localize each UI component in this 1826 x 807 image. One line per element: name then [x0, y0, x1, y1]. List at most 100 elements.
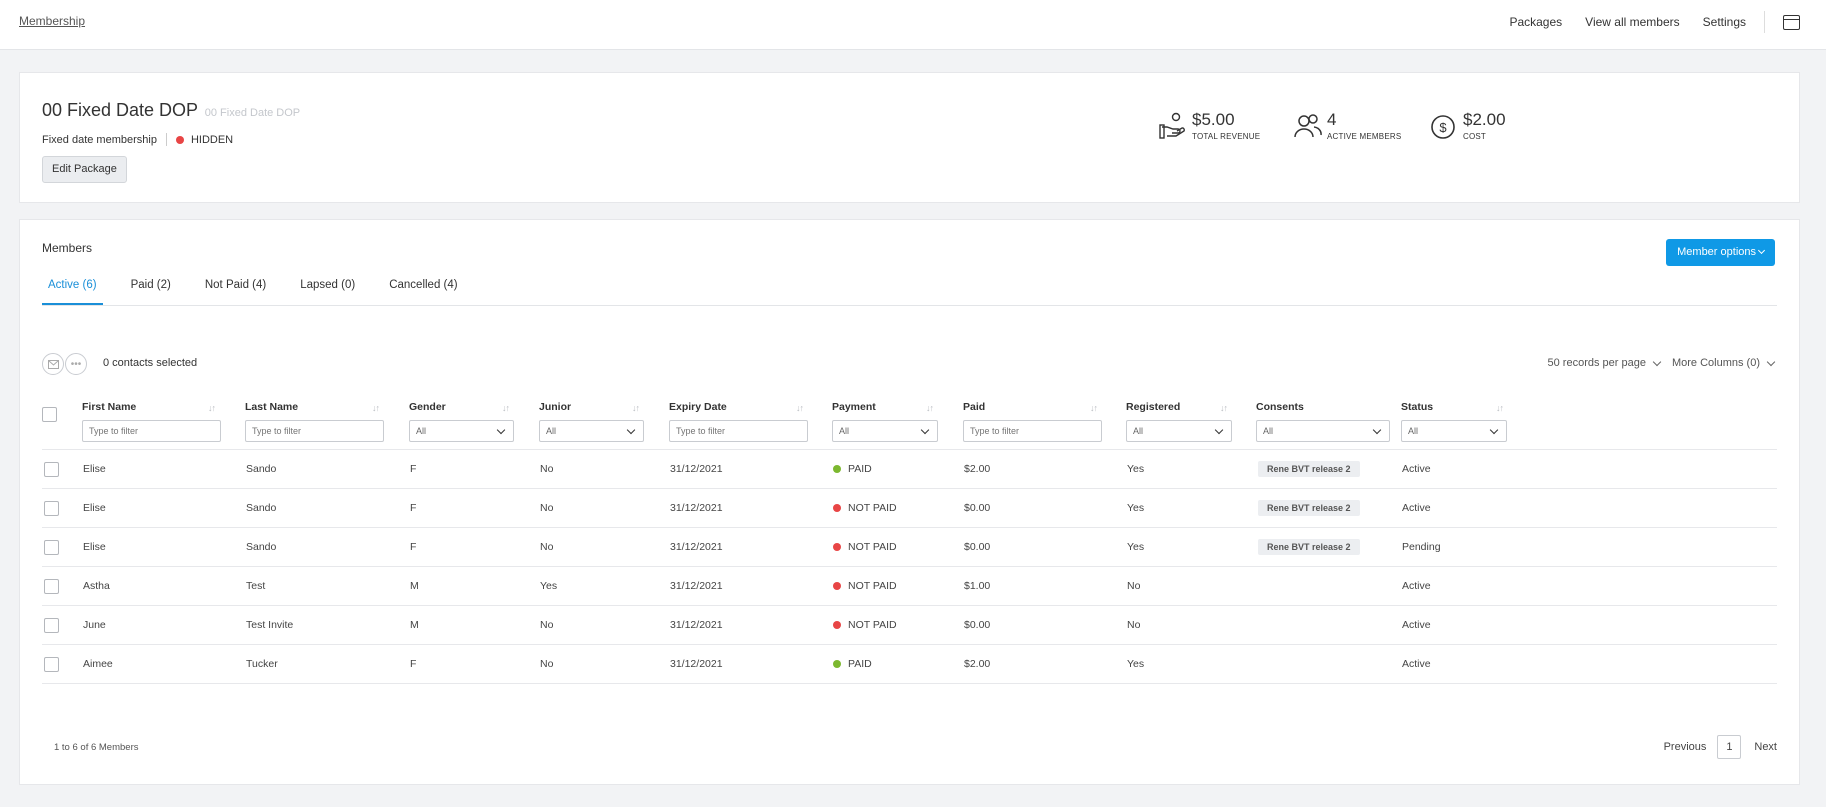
pagination: Previous 1 Next [1664, 735, 1777, 759]
cell-first-name: June [83, 618, 106, 631]
row-divider [42, 488, 1777, 489]
payment-status-dot [833, 620, 841, 629]
window-icon[interactable] [1783, 14, 1800, 30]
sort-icon[interactable]: ↓↑ [632, 403, 640, 413]
cell-first-name: Elise [83, 462, 106, 475]
member-options-button[interactable]: Member options [1666, 239, 1775, 266]
select-all-checkbox[interactable] [42, 407, 57, 422]
cell-payment: NOT PAID [833, 502, 897, 514]
col-payment[interactable]: Payment [832, 401, 876, 413]
email-selected-button[interactable] [42, 353, 64, 375]
tab-active[interactable]: Active (6) [42, 269, 103, 305]
members-title: Members [42, 241, 93, 255]
cell-paid: $1.00 [964, 579, 991, 592]
cell-last-name: Test Invite [246, 618, 294, 631]
more-actions-button[interactable]: ••• [65, 353, 87, 375]
cell-paid: $0.00 [964, 501, 991, 514]
next-page-button[interactable]: Next [1754, 741, 1777, 753]
payment-status-dot [833, 503, 841, 512]
filter-junior[interactable]: All [539, 420, 644, 442]
tab-not-paid[interactable]: Not Paid (4) [204, 279, 267, 291]
tab-lapsed[interactable]: Lapsed (0) [300, 279, 356, 291]
col-gender[interactable]: Gender [409, 401, 446, 413]
col-junior[interactable]: Junior [539, 401, 572, 413]
sort-icon[interactable]: ↓↑ [1496, 403, 1504, 413]
filter-registered[interactable]: All [1126, 420, 1232, 442]
cell-registered: No [1127, 618, 1141, 631]
col-paid[interactable]: Paid [963, 401, 986, 413]
more-columns-select[interactable]: More Columns (0) [1671, 357, 1760, 369]
cost-value: $2.00 [1463, 110, 1506, 129]
cell-first-name: Aimee [83, 657, 113, 670]
col-status[interactable]: Status [1401, 401, 1434, 413]
payment-status-text: NOT PAID [848, 501, 897, 514]
nav-packages[interactable]: Packages [1509, 15, 1563, 29]
tab-paid[interactable]: Paid (2) [130, 279, 171, 291]
stat-active-members: 4 ACTIVE MEMBERS [1293, 111, 1401, 141]
cell-junior: Yes [540, 579, 558, 592]
edit-package-button[interactable]: Edit Package [42, 156, 127, 183]
cell-status: Active [1402, 501, 1431, 514]
row-checkbox[interactable] [44, 461, 59, 477]
consent-badge: Rene BVT release 2 [1258, 499, 1360, 516]
filter-last-name[interactable] [245, 420, 384, 442]
sort-icon[interactable]: ↓↑ [502, 403, 510, 413]
filter-gender[interactable]: All [409, 420, 514, 442]
cell-paid: $0.00 [964, 540, 991, 553]
footer-count: 1 to 6 of 6 Members [54, 742, 139, 753]
breadcrumb-membership[interactable]: Membership [19, 14, 86, 28]
filter-consents[interactable]: All [1256, 420, 1390, 442]
cell-gender: M [410, 579, 419, 592]
payment-status-dot [833, 464, 841, 473]
cell-status: Active [1402, 618, 1431, 631]
sort-icon[interactable]: ↓↑ [796, 403, 804, 413]
cell-gender: F [410, 657, 417, 670]
current-page[interactable]: 1 [1717, 735, 1742, 759]
cell-paid: $2.00 [964, 462, 991, 475]
sort-icon[interactable]: ↓↑ [372, 403, 380, 413]
col-last-name[interactable]: Last Name [245, 401, 299, 413]
revenue-hand-icon [1159, 112, 1185, 139]
nav-view-all-members[interactable]: View all members [1585, 15, 1680, 29]
row-checkbox[interactable] [44, 617, 59, 633]
package-title-text: 00 Fixed Date DOP [42, 100, 198, 120]
row-checkbox[interactable] [44, 656, 59, 672]
cell-payment: PAID [833, 658, 872, 670]
cell-gender: F [410, 462, 417, 475]
filter-payment[interactable]: All [832, 420, 938, 442]
filter-first-name[interactable] [82, 420, 221, 442]
cell-expiry-date: 31/12/2021 [670, 540, 723, 553]
filter-expiry-date[interactable] [669, 420, 808, 442]
cell-payment: NOT PAID [833, 619, 897, 631]
cell-junior: No [540, 618, 554, 631]
cell-first-name: Astha [83, 579, 110, 592]
records-per-page-select[interactable]: 50 records per page [1547, 357, 1646, 369]
cell-junior: No [540, 501, 554, 514]
sort-icon[interactable]: ↓↑ [208, 403, 216, 413]
row-checkbox[interactable] [44, 539, 59, 555]
cell-last-name: Tucker [246, 657, 278, 670]
payment-status-dot [833, 659, 841, 668]
sort-icon[interactable]: ↓↑ [1220, 403, 1228, 413]
member-options-label: Member options [1677, 246, 1756, 258]
tab-cancelled[interactable]: Cancelled (4) [389, 279, 458, 291]
col-expiry-date[interactable]: Expiry Date [669, 401, 727, 413]
cell-last-name: Test [246, 579, 266, 592]
envelope-icon [47, 359, 59, 369]
sort-icon[interactable]: ↓↑ [1090, 403, 1098, 413]
package-card: 00 Fixed Date DOP 00 Fixed Date DOP Fixe… [19, 72, 1800, 203]
row-checkbox[interactable] [44, 500, 59, 516]
col-first-name[interactable]: First Name [82, 401, 137, 413]
row-divider [42, 644, 1777, 645]
sort-icon[interactable]: ↓↑ [926, 403, 934, 413]
filter-status[interactable]: All [1401, 420, 1507, 442]
row-checkbox[interactable] [44, 578, 59, 594]
nav-settings[interactable]: Settings [1702, 15, 1746, 29]
previous-page-button[interactable]: Previous [1663, 741, 1707, 753]
member-tabs: Active (6) Paid (2) Not Paid (4) Lapsed … [42, 269, 1777, 306]
col-consents[interactable]: Consents [1256, 401, 1304, 413]
col-registered[interactable]: Registered [1126, 401, 1181, 413]
cell-expiry-date: 31/12/2021 [670, 657, 723, 670]
cell-paid: $2.00 [964, 657, 991, 670]
filter-paid[interactable] [963, 420, 1102, 442]
